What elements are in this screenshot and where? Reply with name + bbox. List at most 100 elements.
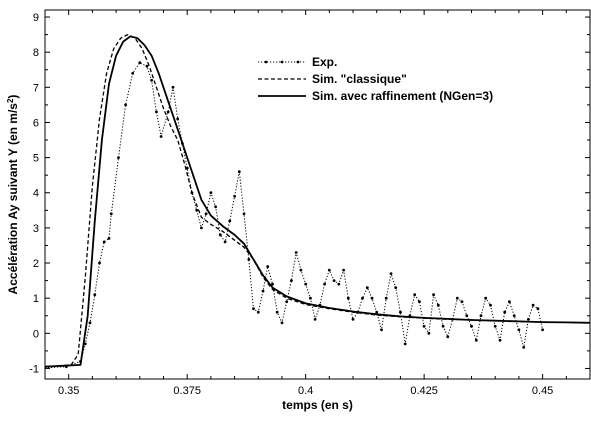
data-point bbox=[242, 212, 246, 216]
data-point bbox=[351, 317, 355, 321]
data-point bbox=[117, 156, 120, 160]
data-point bbox=[380, 328, 383, 332]
data-point bbox=[484, 296, 488, 300]
data-point bbox=[536, 307, 540, 311]
y-axis-title-main: Accélération Ay suivant Y (en m/s bbox=[6, 103, 20, 295]
data-point bbox=[159, 135, 163, 138]
data-point bbox=[294, 251, 298, 254]
legend-label: Sim. "classique" bbox=[312, 72, 407, 86]
data-point bbox=[422, 324, 426, 328]
data-point bbox=[455, 296, 459, 300]
x-tick-label: 0.45 bbox=[532, 385, 553, 397]
y-tick-label: 0 bbox=[33, 328, 39, 340]
data-point bbox=[327, 268, 331, 272]
data-point bbox=[493, 324, 497, 328]
data-point bbox=[403, 342, 407, 346]
data-point bbox=[171, 85, 175, 89]
data-point bbox=[285, 300, 289, 304]
data-point bbox=[427, 331, 431, 335]
data-point bbox=[375, 310, 379, 314]
data-point bbox=[209, 191, 213, 195]
x-tick-label: 0.4 bbox=[298, 385, 313, 397]
data-point bbox=[527, 317, 530, 321]
data-point bbox=[370, 296, 374, 300]
legend-marker bbox=[280, 60, 284, 64]
y-tick-label: 9 bbox=[33, 12, 39, 24]
data-point bbox=[280, 321, 284, 325]
data-point bbox=[394, 286, 398, 289]
data-point bbox=[432, 293, 435, 297]
data-point bbox=[332, 279, 336, 282]
data-point bbox=[83, 342, 87, 346]
data-point bbox=[204, 212, 208, 216]
y-axis-title: Accélération Ay suivant Y (en m/s2) bbox=[6, 95, 21, 295]
data-point bbox=[271, 282, 274, 286]
data-point bbox=[508, 300, 511, 304]
data-point bbox=[266, 265, 270, 268]
legend-marker bbox=[264, 60, 268, 64]
data-point bbox=[389, 272, 393, 275]
x-tick-label: 0.425 bbox=[410, 385, 438, 397]
data-point bbox=[124, 103, 127, 107]
data-point bbox=[88, 321, 92, 325]
series-line bbox=[45, 35, 590, 368]
data-point bbox=[479, 314, 483, 318]
x-axis-title: temps (en s) bbox=[282, 398, 353, 412]
data-point bbox=[150, 78, 154, 82]
data-point bbox=[223, 240, 227, 244]
data-point bbox=[228, 219, 232, 223]
data-point bbox=[290, 279, 293, 282]
data-point bbox=[200, 226, 203, 230]
data-point bbox=[275, 310, 279, 314]
data-point bbox=[102, 240, 106, 244]
data-point bbox=[522, 346, 526, 349]
y-tick-label: 7 bbox=[33, 82, 39, 94]
legend-label: Sim. avec raffinement (NGen=3) bbox=[312, 89, 493, 103]
data-point bbox=[131, 71, 135, 75]
data-point bbox=[399, 310, 402, 314]
data-point bbox=[465, 314, 469, 318]
data-point bbox=[145, 64, 149, 68]
data-point bbox=[541, 328, 544, 332]
data-point bbox=[214, 205, 218, 209]
data-point bbox=[109, 212, 113, 216]
data-point bbox=[474, 338, 478, 342]
data-point bbox=[176, 117, 180, 121]
x-tick-label: 0.375 bbox=[173, 385, 201, 397]
data-point bbox=[93, 293, 97, 297]
data-point bbox=[299, 268, 303, 272]
legend: Exp. Sim. "classique" Sim. avec raffinemen… bbox=[258, 55, 493, 103]
data-point bbox=[256, 310, 260, 314]
y-tick-label: 4 bbox=[33, 188, 39, 200]
data-point bbox=[498, 338, 502, 342]
series-line bbox=[45, 62, 544, 369]
y-tick-label: -1 bbox=[29, 363, 39, 375]
data-point bbox=[155, 110, 158, 114]
y-tick-label: 6 bbox=[33, 117, 39, 129]
data-point bbox=[237, 170, 241, 174]
data-point bbox=[309, 296, 312, 300]
data-point bbox=[313, 317, 317, 321]
data-point bbox=[517, 328, 521, 332]
data-point bbox=[460, 300, 464, 304]
data-point bbox=[441, 324, 445, 328]
data-point bbox=[489, 303, 492, 307]
data-point bbox=[512, 314, 516, 318]
legend-label: Exp. bbox=[312, 55, 337, 69]
data-point bbox=[304, 282, 308, 286]
y-tick-label: 8 bbox=[33, 47, 39, 59]
data-point bbox=[346, 296, 350, 300]
plot-frame bbox=[44, 9, 591, 380]
series-layer bbox=[45, 33, 590, 370]
data-point bbox=[531, 303, 535, 307]
data-point bbox=[138, 61, 142, 65]
data-point bbox=[436, 303, 440, 307]
data-point bbox=[342, 268, 345, 272]
x-tick-label: 0.35 bbox=[58, 385, 79, 397]
data-point bbox=[361, 296, 364, 300]
data-point bbox=[98, 261, 101, 265]
data-point bbox=[252, 307, 255, 311]
y-axis-title-superscript: 2 bbox=[6, 98, 15, 103]
